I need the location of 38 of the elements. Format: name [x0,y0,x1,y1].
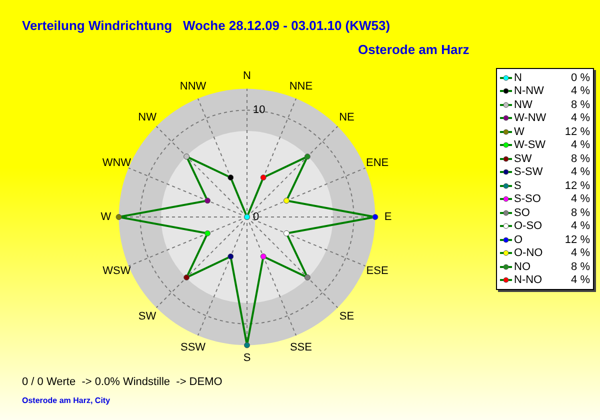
chart-subtitle: Osterode am Harz [358,42,470,57]
spoke-label: SSE [290,341,312,354]
spoke-label: N [243,70,252,82]
text: NO 8 % [514,260,590,273]
text: O-SO 4 % [514,220,590,232]
y-tick-label: 0 [253,211,260,223]
text: S-SO 4 % [514,193,590,206]
text: O 12 % [514,234,590,246]
spoke-label: NNE [289,80,313,93]
chart-title: Verteilung Windrichtung Woche 28.12.09 - 03.01.10 (KW53) [22,18,390,33]
text: N-NW 4 % [514,85,590,98]
text: NW 8 % [514,98,590,111]
spoke-label: WSW [102,264,132,277]
spoke-label: SW [138,310,157,323]
spoke-label: ENE [366,157,389,170]
text: Osterode am Harz, City [22,396,110,405]
text: S 12 % [514,180,590,192]
spoke-label: S [243,352,251,364]
spoke-label: SSW [180,341,206,354]
spoke-label: NNW [180,80,207,93]
text: W 12 % [514,126,590,138]
spoke-label: W [100,211,112,223]
text: O-NO 4 % [514,247,590,260]
spoke-label: WNW [102,157,132,170]
spoke-label: E [384,211,392,223]
y-tick-label: 10 [253,104,266,116]
text: S-SW 4 % [514,166,590,178]
text: W-NW 4 % [514,112,590,124]
text: SO 8 % [514,206,590,219]
text: SW 8 % [514,152,590,165]
spoke-label: NE [339,111,354,124]
spoke-label: NW [138,111,158,124]
text: N 0 % [514,72,590,84]
spoke-label: ESE [366,264,388,277]
text: N-NO 4 % [514,274,590,286]
spoke-label: SE [339,310,354,323]
text: 0 / 0 Werte -> 0.0% Windstille -> DEMO [22,376,222,388]
text: W-SW 4 % [514,139,590,152]
